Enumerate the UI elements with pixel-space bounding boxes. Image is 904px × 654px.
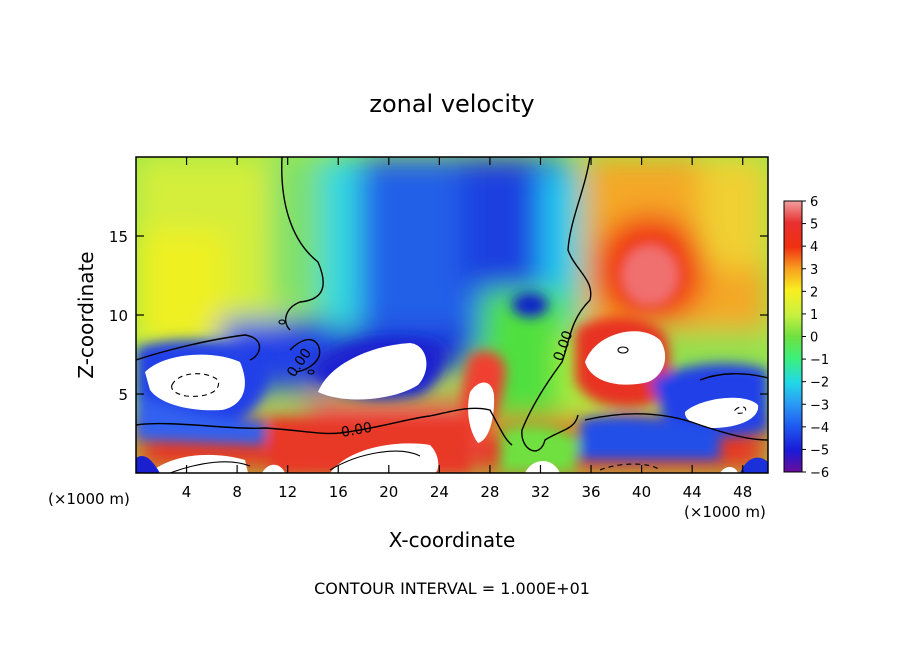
x-tick-label: 12 — [278, 483, 297, 501]
heatmap-field: 0.00 0.00 0.00 — [136, 157, 768, 473]
colorbar-tick-label: −6 — [810, 466, 829, 481]
x-tick-label: 28 — [480, 483, 499, 501]
contour-lines — [136, 157, 768, 452]
colorbar: 6 5 4 3 2 1 0 −1 −2 −3 −4 −5 −6 — [783, 195, 829, 481]
x-tick-label: 24 — [430, 483, 449, 501]
x-tick-label: 20 — [379, 483, 398, 501]
y-axis: 5 10 15 — [109, 228, 768, 404]
chart-title: zonal velocity — [369, 90, 534, 118]
x-tick-label: 44 — [683, 483, 702, 501]
y-tick-label: 10 — [109, 307, 128, 325]
x-tick-label: 36 — [581, 483, 600, 501]
x-axis-label: X-coordinate — [389, 528, 516, 552]
colorbar-tick-label: −3 — [810, 398, 829, 413]
colorbar-tick-label: 2 — [810, 285, 818, 300]
colorbar-tick-label: −2 — [810, 376, 829, 391]
colorbar-tick-label: −1 — [810, 353, 829, 368]
colorbar-tick-label: 6 — [810, 195, 818, 210]
colorbar-tick-label: 3 — [810, 263, 818, 278]
negative-contours — [171, 373, 747, 471]
x-tick-label: 32 — [531, 483, 550, 501]
colorbar-tick-label: 1 — [810, 308, 818, 323]
contour-interval-note: CONTOUR INTERVAL = 1.000E+01 — [314, 579, 590, 598]
y-tick-label: 15 — [109, 228, 128, 246]
x-tick-label: 40 — [632, 483, 651, 501]
x-unit-right: (×1000 m) — [684, 503, 766, 521]
colorbar-tick-label: −5 — [810, 443, 829, 458]
x-tick-label: 48 — [733, 483, 752, 501]
x-tick-label: 8 — [232, 483, 242, 501]
colorbar-tick-label: 4 — [810, 240, 818, 255]
small-contours — [169, 319, 629, 473]
contour-label-1: 0.00 — [340, 420, 373, 441]
x-tick-label: 4 — [182, 483, 192, 501]
colorbar-tick-label: −4 — [810, 421, 829, 436]
y-tick-label: 5 — [118, 386, 128, 404]
x-tick-label: 16 — [329, 483, 348, 501]
x-axis: 4 8 12 16 20 24 28 32 36 40 44 48 — [182, 157, 752, 501]
y-axis-label: Z-coordinate — [74, 251, 98, 378]
x-unit-left: (×1000 m) — [48, 490, 130, 508]
colorbar-tick-label: 5 — [810, 218, 818, 233]
colorbar-tick-label: 0 — [810, 331, 818, 346]
